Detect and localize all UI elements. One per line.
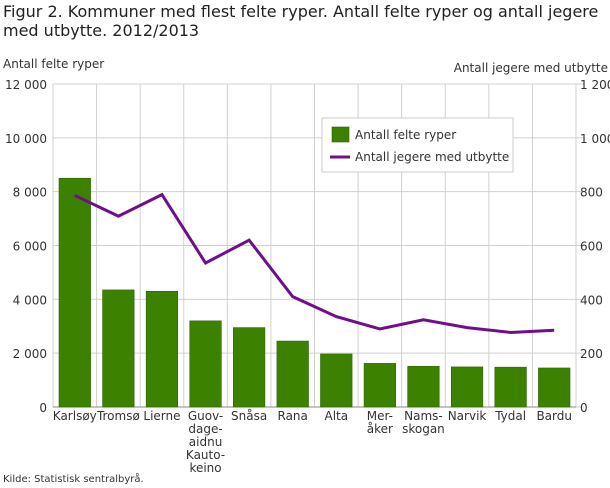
- x-tick-label-line: skogan: [402, 422, 445, 436]
- y-tick-label-right: 400: [580, 293, 603, 307]
- legend-label-bars: Antall felte ryper: [355, 128, 456, 142]
- bar: [363, 363, 396, 408]
- y-tick-label-left: 12 000: [5, 78, 47, 92]
- bar: [189, 320, 222, 408]
- x-tick-label-line: Tydal: [494, 409, 526, 423]
- x-tick-label-line: Snåsa: [231, 409, 267, 423]
- x-tick-label-line: Bardu: [536, 409, 572, 423]
- legend-box: [321, 117, 514, 173]
- bar: [538, 367, 571, 408]
- x-tick-label: Karlsøy: [53, 409, 97, 423]
- x-tick-label-line: Nams-: [404, 409, 443, 423]
- bar: [102, 289, 135, 408]
- x-tick-label-line: Kauto-: [186, 448, 225, 462]
- y-tick-label-right: 1 200: [580, 78, 610, 92]
- x-tick-label-line: aidnu: [189, 435, 223, 449]
- x-tick-label-line: Tromsø: [96, 409, 140, 423]
- x-tick-label: Tromsø: [96, 409, 140, 423]
- legend-swatch-bars: [331, 126, 350, 143]
- x-tick-label: Rana: [278, 409, 308, 423]
- y-tick-label-left: 10 000: [5, 132, 47, 146]
- y-tick-label-right: 800: [580, 186, 603, 200]
- source-note: Kilde: Statistisk sentralbyrå.: [3, 474, 144, 485]
- x-tick-label-line: Lierne: [143, 409, 180, 423]
- x-tick-label: Mer-åker: [367, 409, 393, 436]
- y-tick-label-left: 0: [39, 401, 47, 415]
- y-tick-label-right: 1 000: [580, 132, 610, 146]
- chart-title: Figur 2. Kommuner med flest felte ryper.…: [3, 2, 599, 40]
- y-tick-label-left: 2 000: [13, 347, 47, 361]
- x-tick-label-line: Karlsøy: [53, 409, 97, 423]
- x-tick-label-line: Guov-: [188, 409, 223, 423]
- x-tick-label: Guov-dage-aidnu Kauto-keino: [186, 409, 225, 475]
- x-tick-label-line: dage-: [188, 422, 222, 436]
- bar: [233, 327, 266, 408]
- y-tick-label-left: 6 000: [13, 240, 47, 254]
- x-tick-label: Narvik: [448, 409, 487, 423]
- bar: [407, 366, 440, 408]
- x-tick-label-line: Mer-: [367, 409, 393, 423]
- y-tick-label-right: 0: [580, 401, 588, 415]
- x-tick-label-line: keino: [189, 461, 221, 475]
- bar: [450, 366, 484, 408]
- y-axis-label-left: Antall felte ryper: [3, 57, 104, 71]
- x-tick-label-line: Alta: [324, 409, 348, 423]
- bar: [58, 177, 91, 408]
- x-tick-label-line: Narvik: [448, 409, 487, 423]
- y-tick-label-left: 8 000: [13, 186, 47, 200]
- bar: [276, 340, 309, 408]
- y-axis-label-right: Antall jegere med utbytte: [454, 61, 608, 75]
- y-tick-label-right: 200: [580, 347, 603, 361]
- bar: [145, 290, 179, 408]
- y-tick-label-right: 600: [580, 240, 603, 254]
- legend-label-line: Antall jegere med utbytte: [355, 150, 509, 164]
- x-tick-label: Nams-skogan: [402, 409, 445, 436]
- line-series: [74, 192, 555, 334]
- x-tick-label-line: åker: [367, 422, 393, 436]
- x-tick-label: Lierne: [143, 409, 180, 423]
- x-tick-label-line: Rana: [278, 409, 308, 423]
- x-tick-label: Tydal: [494, 409, 526, 423]
- x-tick-label: Alta: [324, 409, 348, 423]
- bar: [494, 366, 527, 408]
- y-tick-label-left: 4 000: [13, 293, 47, 307]
- bar: [320, 353, 353, 408]
- x-tick-label: Snåsa: [231, 409, 267, 423]
- x-tick-label: Bardu: [536, 409, 572, 423]
- legend: Antall felte ryper Antall jegere med utby…: [321, 117, 514, 173]
